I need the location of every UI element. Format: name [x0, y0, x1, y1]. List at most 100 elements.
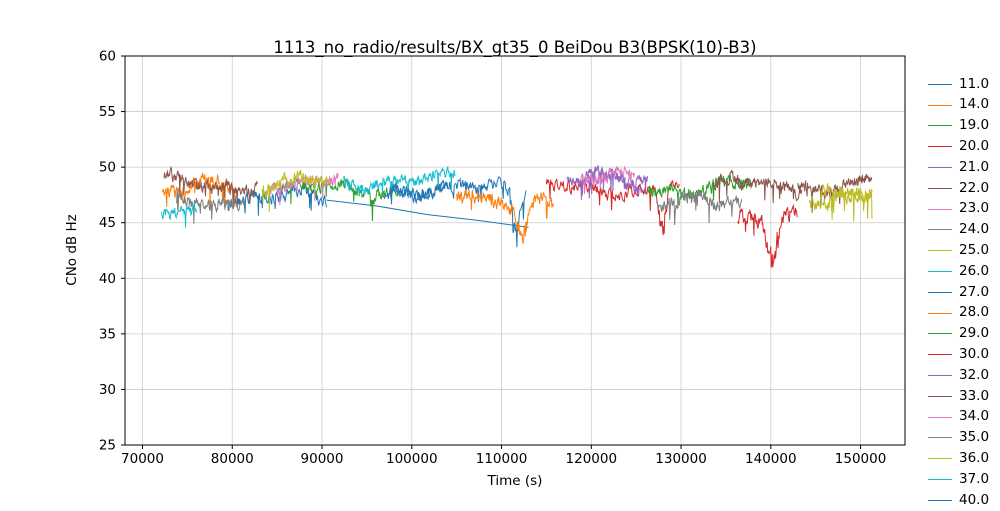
series-line-30.0 — [737, 203, 798, 268]
x-tick-label: 110000 — [476, 451, 528, 467]
legend-item-37.0: 37.0 — [928, 469, 1000, 490]
legend-swatch — [928, 312, 952, 314]
legend-swatch — [928, 83, 952, 85]
x-axis-label: Time (s) — [487, 473, 543, 489]
legend-swatch — [928, 208, 952, 210]
legend-swatch — [928, 437, 952, 439]
legend-label: 25.0 — [959, 242, 990, 259]
legend-item-35.0: 35.0 — [928, 428, 1000, 449]
legend-item-36.0: 36.0 — [928, 448, 1000, 469]
series-line-33.0 — [712, 169, 803, 204]
legend-swatch — [928, 354, 952, 356]
series-line-24.0 — [176, 188, 245, 224]
x-tick-label: 130000 — [655, 451, 707, 467]
figure: 1113_no_radio/results/BX_gt35_0 BeiDou B… — [64, 38, 989, 506]
legend-label: 35.0 — [959, 429, 990, 446]
legend-swatch — [928, 125, 952, 127]
series-line-25.0 — [819, 183, 873, 222]
y-tick-label: 50 — [99, 160, 116, 176]
series-line-36.0 — [808, 185, 873, 220]
legend-label: 23.0 — [959, 200, 990, 217]
series-line-21.0 — [582, 165, 648, 195]
legend-label: 20.0 — [959, 138, 990, 155]
x-tick-label: 80000 — [211, 451, 254, 467]
series-line-22.0 — [163, 165, 258, 208]
legend-item-14.0: 14.0 — [928, 95, 1000, 116]
series-line-28.0 — [456, 189, 554, 244]
y-tick-label: 60 — [99, 49, 116, 65]
series-line-40.0 — [388, 179, 449, 202]
series-line-26.0 — [343, 165, 456, 199]
legend-item-40.0: 40.0 — [928, 490, 1000, 511]
legend-label: 22.0 — [959, 179, 990, 196]
x-tick-label: 90000 — [301, 451, 344, 467]
legend-item-32.0: 32.0 — [928, 365, 1000, 386]
legend-swatch — [928, 479, 952, 481]
legend-item-26.0: 26.0 — [928, 261, 1000, 282]
legend-swatch — [928, 187, 952, 189]
legend-label: 37.0 — [959, 470, 990, 487]
chart-title: 1113_no_radio/results/BX_gt35_0 BeiDou B… — [273, 38, 757, 57]
x-tick-label: 100000 — [386, 451, 438, 467]
series-line-19.0 — [276, 176, 399, 222]
series-line-37.0 — [160, 203, 197, 228]
legend-swatch — [928, 458, 952, 460]
y-tick-label: 55 — [99, 104, 116, 120]
legend-item-23.0: 23.0 — [928, 199, 1000, 220]
legend-item-34.0: 34.0 — [928, 407, 1000, 428]
x-tick-label: 150000 — [835, 451, 887, 467]
x-tick-label: 140000 — [745, 451, 797, 467]
legend-label: 11.0 — [959, 75, 990, 92]
legend-label: 27.0 — [959, 283, 990, 300]
legend-item-21.0: 21.0 — [928, 157, 1000, 178]
legend-swatch — [928, 104, 952, 106]
x-tick-label: 120000 — [566, 451, 618, 467]
legend-item-30.0: 30.0 — [928, 344, 1000, 365]
series-line-29.0 — [647, 172, 752, 209]
y-tick-label: 30 — [99, 382, 116, 398]
legend-swatch — [928, 416, 952, 418]
legend-label: 40.0 — [959, 491, 990, 508]
legend-swatch — [928, 271, 952, 273]
y-tick-label: 25 — [99, 438, 116, 454]
legend: 11.0 14.0 19.0 20.0 21.0 22.0 23.0 24.0 25.0 26.0… — [928, 74, 1000, 511]
series-line-25.0 — [261, 169, 330, 212]
legend-item-11.0: 11.0 — [928, 74, 1000, 95]
legend-item-28.0: 28.0 — [928, 303, 1000, 324]
series-line-22.0 — [797, 173, 873, 213]
legend-label: 30.0 — [959, 346, 990, 362]
series-sparse-11.0 — [326, 199, 529, 228]
legend-label: 19.0 — [959, 117, 990, 134]
legend-item-24.0: 24.0 — [928, 220, 1000, 241]
legend-label: 21.0 — [959, 158, 990, 175]
legend-swatch — [928, 229, 952, 231]
legend-label: 36.0 — [959, 449, 990, 466]
legend-swatch — [928, 395, 952, 397]
legend-swatch — [928, 375, 952, 377]
legend-swatch — [928, 250, 952, 252]
legend-swatch — [928, 167, 952, 169]
legend-label: 28.0 — [959, 304, 990, 321]
legend-swatch — [928, 291, 952, 293]
y-tick-label: 40 — [99, 271, 116, 287]
y-tick-label: 45 — [99, 215, 116, 231]
legend-label: 29.0 — [959, 325, 990, 342]
legend-label: 24.0 — [959, 221, 990, 238]
axes-spines — [124, 55, 906, 446]
x-tick-label: 70000 — [121, 451, 164, 467]
legend-label: 32.0 — [959, 366, 990, 383]
legend-item-27.0: 27.0 — [928, 282, 1000, 303]
plot-area: 70000 80000 90000 100000 110000 120000 130000 1… — [99, 49, 906, 467]
series-line-34.0 — [580, 165, 635, 195]
legend-item-22.0: 22.0 — [928, 178, 1000, 199]
legend-item-29.0: 29.0 — [928, 324, 1000, 345]
legend-item-20.0: 20.0 — [928, 136, 1000, 157]
legend-label: 14.0 — [959, 96, 990, 113]
y-axis-label: CNo dB Hz — [64, 214, 80, 286]
legend-swatch — [928, 333, 952, 335]
legend-label: 34.0 — [959, 408, 990, 425]
legend-swatch — [928, 146, 952, 148]
y-tick-label: 35 — [99, 326, 116, 342]
legend-item-19.0: 19.0 — [928, 116, 1000, 137]
legend-label: 33.0 — [959, 387, 990, 404]
